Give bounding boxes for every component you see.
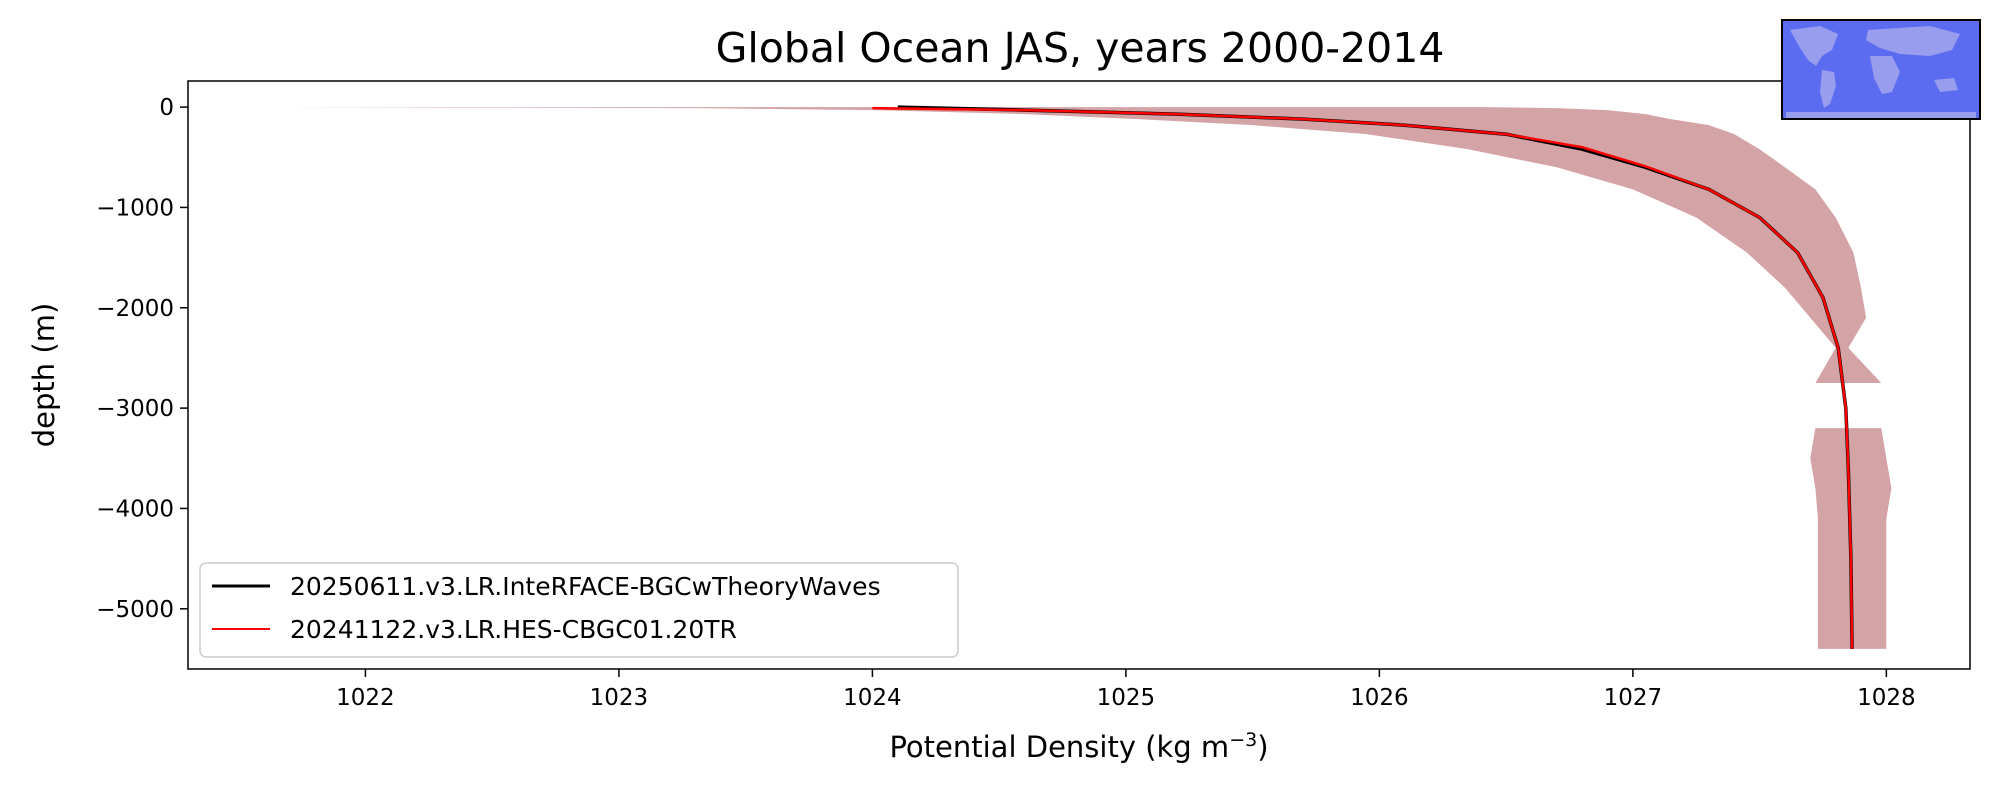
y-tick-label: −2000 xyxy=(96,296,174,322)
x-tick-label: 1023 xyxy=(590,685,649,711)
map-north-america xyxy=(1790,26,1838,66)
x-tick-label: 1026 xyxy=(1350,685,1409,711)
x-axis-label: Potential Density (kg m−3) xyxy=(889,729,1268,764)
legend-label-series-1: 20250611.v3.LR.InteRFACE-BGCwTheoryWaves xyxy=(290,572,881,601)
x-tick-label: 1025 xyxy=(1097,685,1156,711)
x-axis-label-suffix: ) xyxy=(1257,730,1268,764)
x-tick-label: 1028 xyxy=(1857,685,1916,711)
y-tick-label: −1000 xyxy=(96,195,174,221)
legend-box xyxy=(199,562,959,658)
plot-area xyxy=(187,80,1971,670)
legend-label-series-2: 20241122.v3.LR.HES-CBGC01.20TR xyxy=(290,615,737,644)
x-axis-label-text: Potential Density (kg m xyxy=(889,730,1229,764)
series-line-2 xyxy=(872,106,1854,649)
map-africa xyxy=(1870,56,1900,94)
plot-frame xyxy=(187,80,1971,670)
world-map-icon xyxy=(1781,19,1981,120)
x-axis-ticks: 1022 1023 1024 1025 1026 1027 1028 xyxy=(336,669,1916,711)
x-tick-label: 1022 xyxy=(336,685,395,711)
y-tick-label: −4000 xyxy=(96,496,174,522)
y-tick-label: −3000 xyxy=(96,396,174,422)
x-tick-label: 1024 xyxy=(843,685,902,711)
y-tick-label: −5000 xyxy=(96,597,174,623)
legend: 20250611.v3.LR.InteRFACE-BGCwTheoryWaves… xyxy=(199,562,959,658)
y-axis-label: depth (m) xyxy=(27,303,61,448)
x-axis-label-exponent: −3 xyxy=(1229,729,1257,751)
y-axis-ticks: 0 −1000 −2000 −3000 −4000 −5000 xyxy=(96,95,188,623)
series-lines xyxy=(872,105,1854,649)
y-tick-label: 0 xyxy=(159,95,174,121)
map-south-america xyxy=(1820,70,1836,108)
map-australia xyxy=(1934,78,1958,92)
x-tick-label: 1027 xyxy=(1604,685,1663,711)
chart-title: Global Ocean JAS, years 2000-2014 xyxy=(716,24,1445,72)
map-eurasia xyxy=(1866,26,1960,56)
map-land xyxy=(1786,26,1976,118)
map-antarctica xyxy=(1786,112,1976,118)
range-band-1 xyxy=(276,107,1882,384)
